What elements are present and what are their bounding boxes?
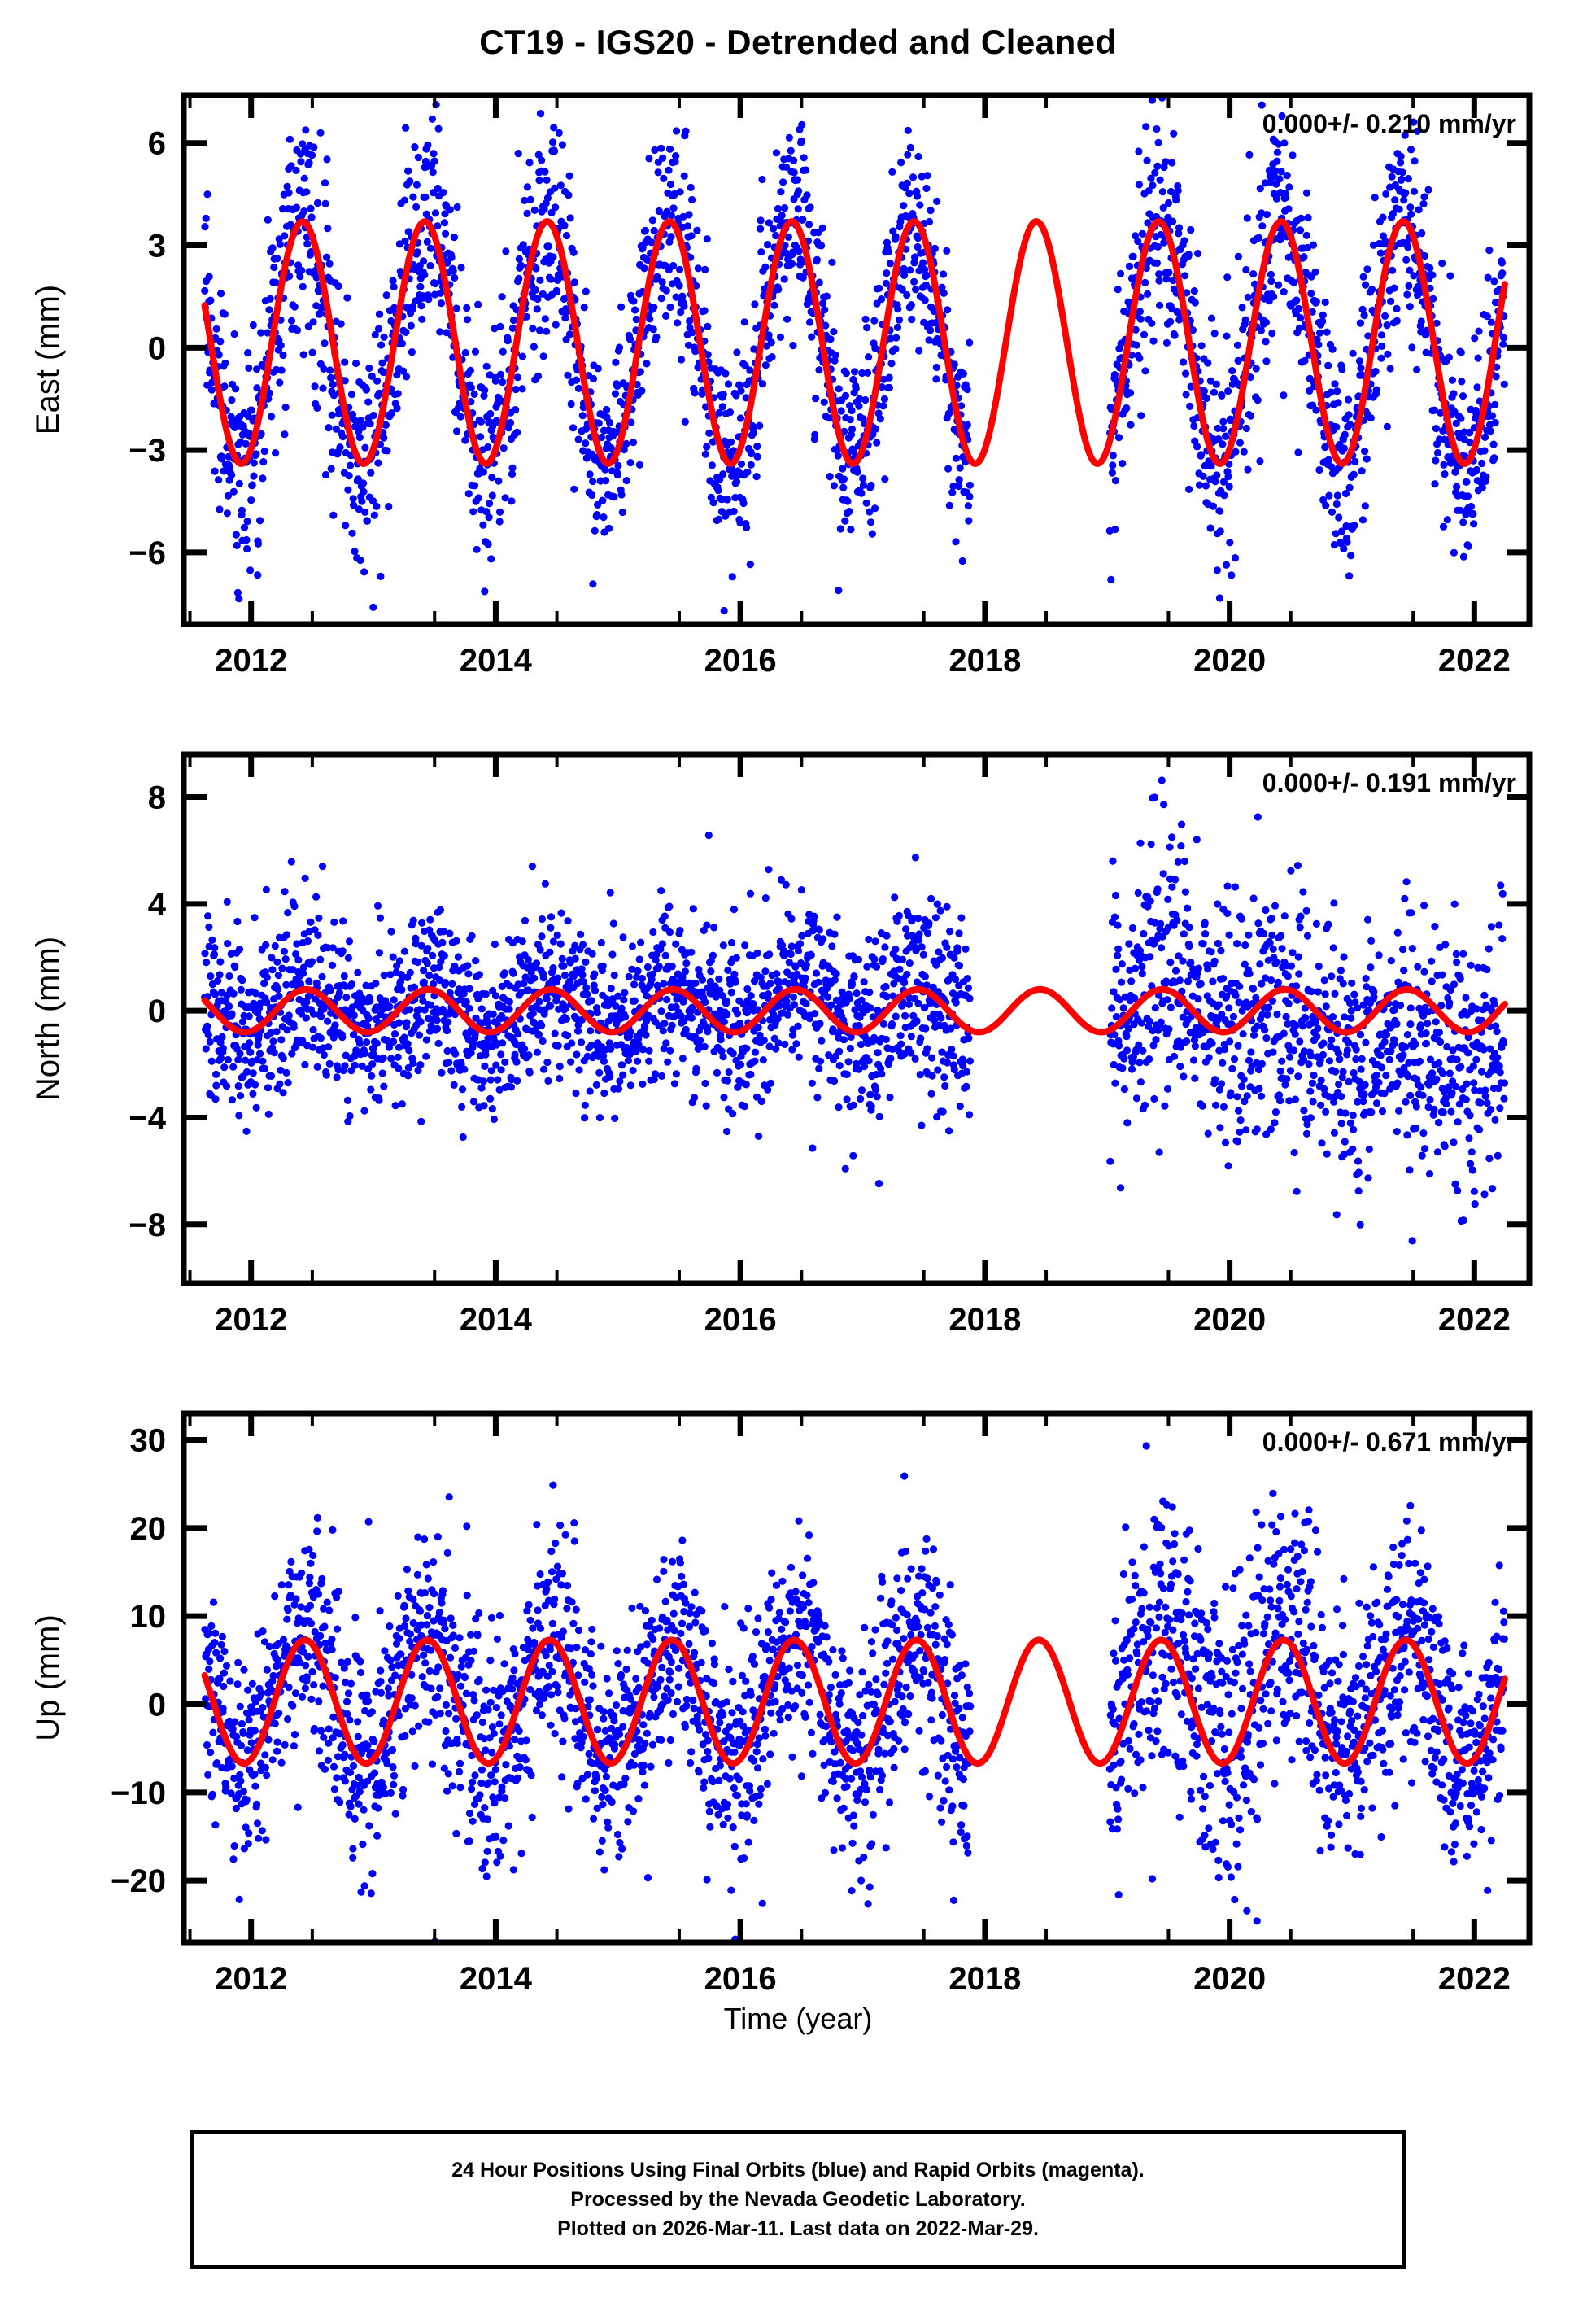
y-tick-label: 0 [148, 994, 166, 1029]
data-layer [201, 95, 1508, 615]
x-tick-label: 2016 [704, 643, 777, 679]
x-tick-label: 2016 [704, 1961, 777, 1997]
y-tick-label: 0 [148, 330, 166, 366]
x-tick-label: 2022 [1438, 643, 1511, 679]
panel-up: 2012 2014 2016 2018 2020 2022 30 20 10 0 −10 −20 Up … [0, 1395, 1596, 2016]
y-axis-title: North (mm) [30, 937, 66, 1101]
x-tick-label: 2022 [1438, 1302, 1511, 1338]
plot-area-east: 2012 2014 2016 2018 2020 2022 6 3 0 −3 −6 East (mm)… [30, 92, 1533, 679]
y-tick-label: 30 [130, 1423, 167, 1459]
panel-north: 2012 2014 2016 2018 2020 2022 8 4 0 −4 −8 North (mm… [0, 736, 1596, 1356]
x-tick-label: 2012 [215, 1961, 287, 1997]
y-tick-label: −3 [129, 433, 166, 469]
model-curve [201, 218, 1508, 467]
plot-frame [181, 92, 1533, 627]
y-tick-label: 3 [148, 229, 166, 264]
model-curve [201, 985, 1508, 1036]
caption-line-2: Processed by the Nevada Geodetic Laborat… [570, 2187, 1026, 2211]
x-tick-label: 2014 [460, 643, 533, 679]
y-tick-label: −20 [111, 1863, 166, 1899]
rate-annotation: 0.000+/- 0.671 mm/yr [1262, 1427, 1516, 1457]
y-tick-label: −10 [111, 1775, 166, 1811]
x-tick-label: 2020 [1193, 643, 1266, 679]
caption-line-3: Plotted on 2026-Mar-11. Last data on 202… [557, 2217, 1039, 2241]
x-axis-title: Time (year) [723, 2002, 873, 2035]
model-curve [201, 1636, 1508, 1767]
y-axis-title: Up (mm) [30, 1614, 66, 1741]
x-tick-label: 2018 [948, 643, 1021, 679]
y-tick-label: −6 [129, 535, 166, 571]
y-axis-title: East (mm) [30, 285, 66, 435]
y-tick-label: 6 [148, 126, 166, 162]
y-tick-label: 8 [148, 780, 166, 816]
plot-area-north: 2012 2014 2016 2018 2020 2022 8 4 0 −4 −8 North (mm… [30, 751, 1533, 1338]
y-tick-label: −8 [129, 1208, 166, 1243]
rate-annotation: 0.000+/- 0.191 mm/yr [1262, 768, 1516, 797]
panel-east: 2012 2014 2016 2018 2020 2022 6 3 0 −3 −6 East (mm)… [0, 77, 1596, 697]
y-tick-label: 4 [148, 887, 167, 923]
data-layer [201, 776, 1508, 1245]
data-layer [201, 1442, 1508, 1942]
x-tick-label: 2014 [460, 1961, 533, 1997]
x-tick-label: 2018 [948, 1961, 1021, 1997]
x-tick-label: 2018 [948, 1302, 1021, 1338]
x-tick-label: 2012 [215, 643, 287, 679]
x-tick-label: 2022 [1438, 1961, 1511, 1997]
figure-title: CT19 - IGS20 - Detrended and Cleaned [479, 23, 1117, 61]
x-tick-label: 2014 [460, 1302, 533, 1338]
x-tick-label: 2020 [1193, 1961, 1266, 1997]
y-tick-label: 20 [130, 1511, 167, 1547]
plot-frame [181, 751, 1533, 1286]
caption-line-1: 24 Hour Positions Using Final Orbits (bl… [451, 2158, 1145, 2182]
plot-area-up: 2012 2014 2016 2018 2020 2022 30 20 10 0 −10 −20 Up … [30, 1410, 1533, 1997]
y-tick-label: −4 [129, 1100, 166, 1136]
x-tick-label: 2020 [1193, 1302, 1266, 1338]
y-tick-label: 0 [148, 1688, 166, 1723]
x-tick-label: 2012 [215, 1302, 287, 1338]
rate-annotation: 0.000+/- 0.210 mm/yr [1262, 109, 1516, 138]
y-tick-label: 10 [130, 1599, 167, 1635]
x-tick-label: 2016 [704, 1302, 777, 1338]
caption-box: 24 Hour Positions Using Final Orbits (bl… [190, 2130, 1406, 2269]
plot-frame [181, 1410, 1533, 1946]
